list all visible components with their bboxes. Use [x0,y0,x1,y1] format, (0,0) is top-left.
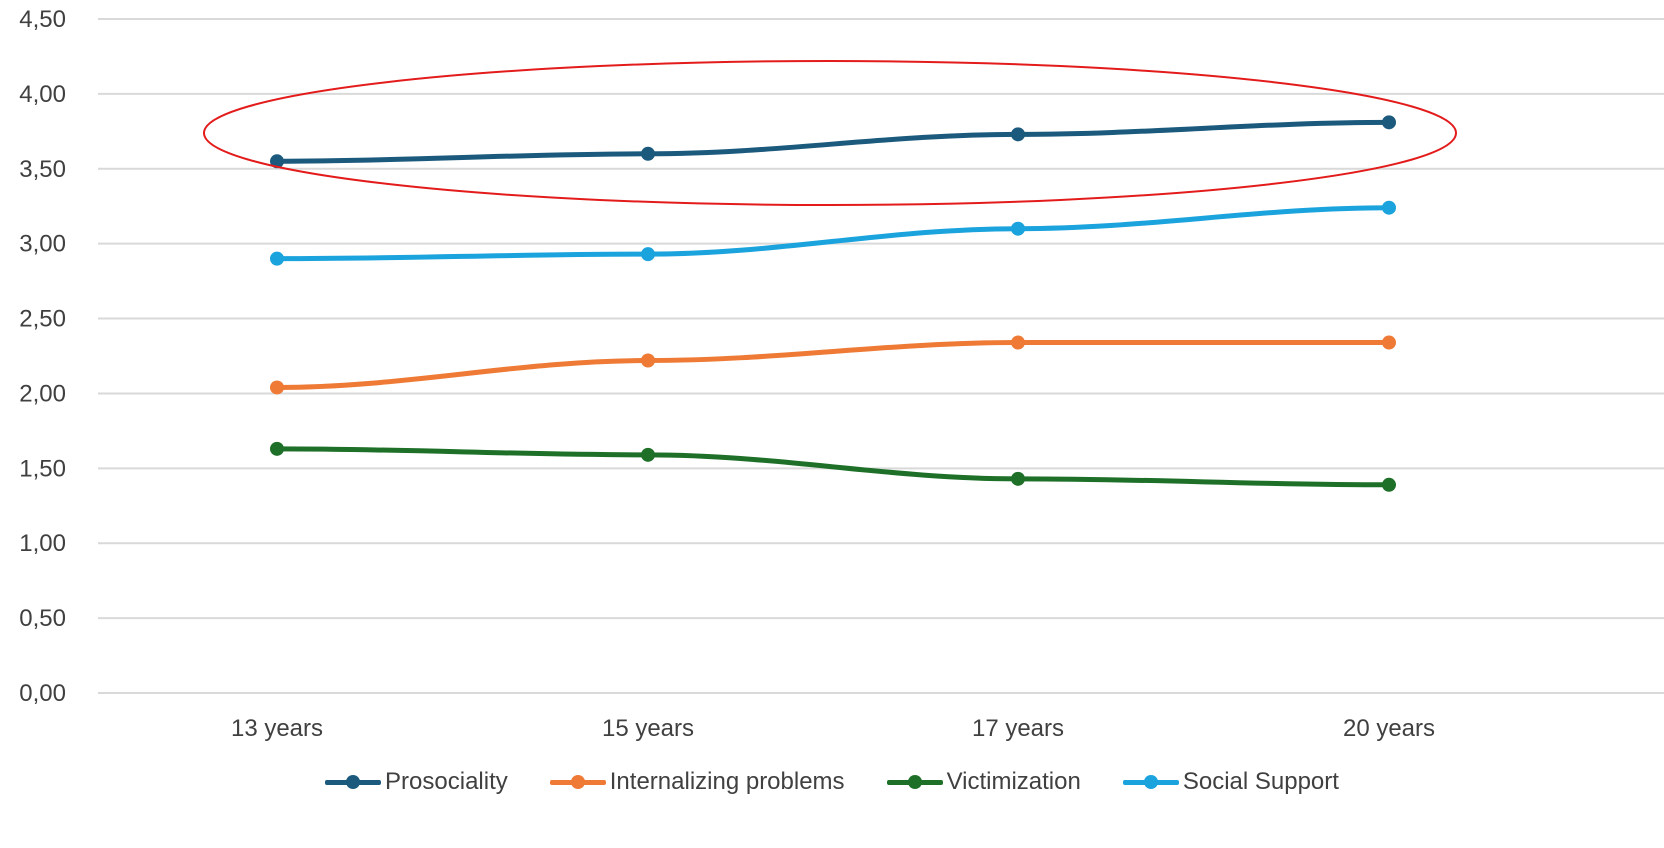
highlight-ellipse [203,60,1457,206]
legend-label: Prosociality [385,768,508,795]
data-point [1382,115,1396,130]
legend-marker-icon [886,775,943,789]
legend-item: Prosociality [325,768,508,796]
series-victimization [270,441,1396,492]
data-point [1011,221,1025,236]
y-tick-label: 1,00 [19,530,66,557]
x-axis-tick-labels: 13 years 15 years 17 years 20 years [231,715,1435,742]
series-internalizing-problems [270,335,1396,395]
line-chart: 0,00 0,50 1,00 1,50 2,00 2,50 3,00 3,50 4,00 4,50… [19,6,1664,742]
series-line [274,205,1392,262]
y-tick-label: 3,00 [19,231,66,258]
x-tick-label: 13 years [231,715,323,742]
legend-label: Social Support [1182,768,1339,795]
y-tick-label: 2,00 [19,380,66,407]
data-point [270,441,284,456]
data-point [1382,477,1396,492]
legend-item: Social Support [1122,768,1339,796]
legend-label: Victimization [946,768,1081,795]
data-point [641,247,655,262]
data-point [1011,471,1025,486]
data-point [1011,127,1025,142]
y-tick-label: 3,50 [19,156,66,183]
series-prosociality [270,115,1396,169]
x-tick-label: 20 years [1343,715,1435,742]
series-line [274,340,1392,390]
y-tick-label: 4,00 [19,81,66,108]
legend-marker-icon [1122,775,1179,789]
x-tick-label: 15 years [602,715,694,742]
data-point [641,447,655,462]
series-social-support [270,200,1396,266]
series-lines [270,115,1396,492]
y-tick-label: 0,50 [19,605,66,632]
data-point [270,380,284,395]
data-point [1382,200,1396,215]
series-line [274,119,1392,164]
annotation [203,60,1457,206]
legend-label: Internalizing problems [609,768,845,795]
y-tick-label: 0,00 [19,680,66,707]
legend-item: Victimization [886,768,1081,796]
data-point [270,251,284,266]
data-point [641,146,655,161]
x-tick-label: 17 years [972,715,1064,742]
data-point [270,154,284,169]
y-tick-label: 1,50 [19,455,66,482]
data-point [1382,335,1396,350]
data-point [641,353,655,368]
data-point [1011,335,1025,350]
legend-item: Internalizing problems [549,768,845,796]
y-tick-label: 4,50 [19,6,66,33]
gridlines [98,18,1664,694]
legend-marker-icon [325,775,382,789]
legend-marker-icon [549,775,606,789]
series-line [274,446,1392,488]
legend: Prosociality Internalizing problems Victim… [0,758,1664,806]
y-tick-label: 2,50 [19,306,66,333]
y-axis-tick-labels: 0,00 0,50 1,00 1,50 2,00 2,50 3,00 3,50 4,00 4,50 [19,6,66,707]
